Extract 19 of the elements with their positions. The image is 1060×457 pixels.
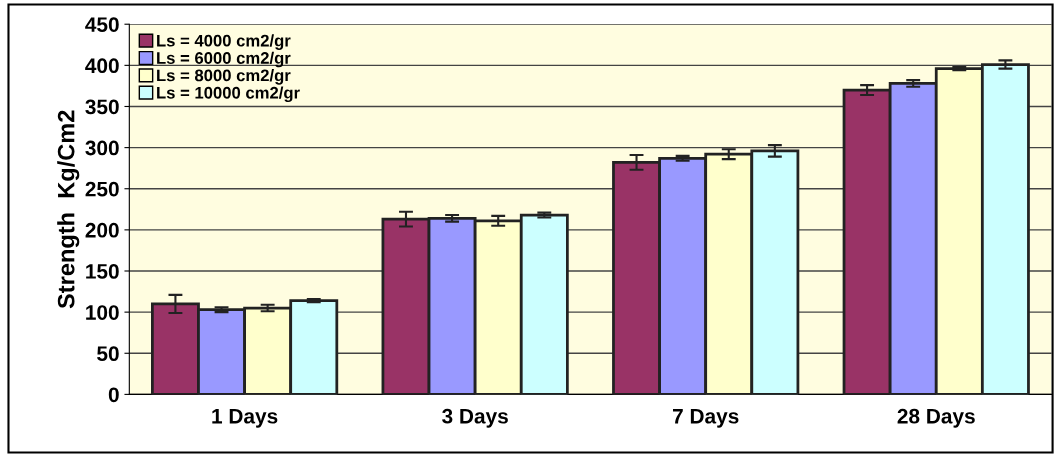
y-tick-label: 300 [85,140,119,156]
y-tick-label: 50 [97,346,119,362]
y-tick-label: 0 [108,387,119,403]
x-tick-label: 28 Days [897,408,975,428]
legend-label: Ls = 10000 cm2/gr [157,86,300,103]
y-tick-label: 100 [86,305,119,320]
y-tick-label: 350 [85,99,119,115]
y-tick-label: 400 [85,58,119,74]
y-tick-label: 250 [85,181,119,197]
legend-label: Ls = 6000 cm2/gr [157,51,291,68]
y-axis-title: Strength Kg/Cm2 [57,110,80,309]
y-tick-label: 200 [85,222,119,238]
y-tick-label: 150 [86,264,119,279]
x-tick-label: 1 Days [212,409,278,428]
legend-label: Ls = 8000 cm2/gr [157,69,291,85]
y-tick-label: 450 [85,17,119,32]
x-tick-label: 7 Days [673,409,739,428]
x-tick-label: 3 Days [442,408,508,428]
legend-label: Ls = 4000 cm2/gr [157,34,291,50]
